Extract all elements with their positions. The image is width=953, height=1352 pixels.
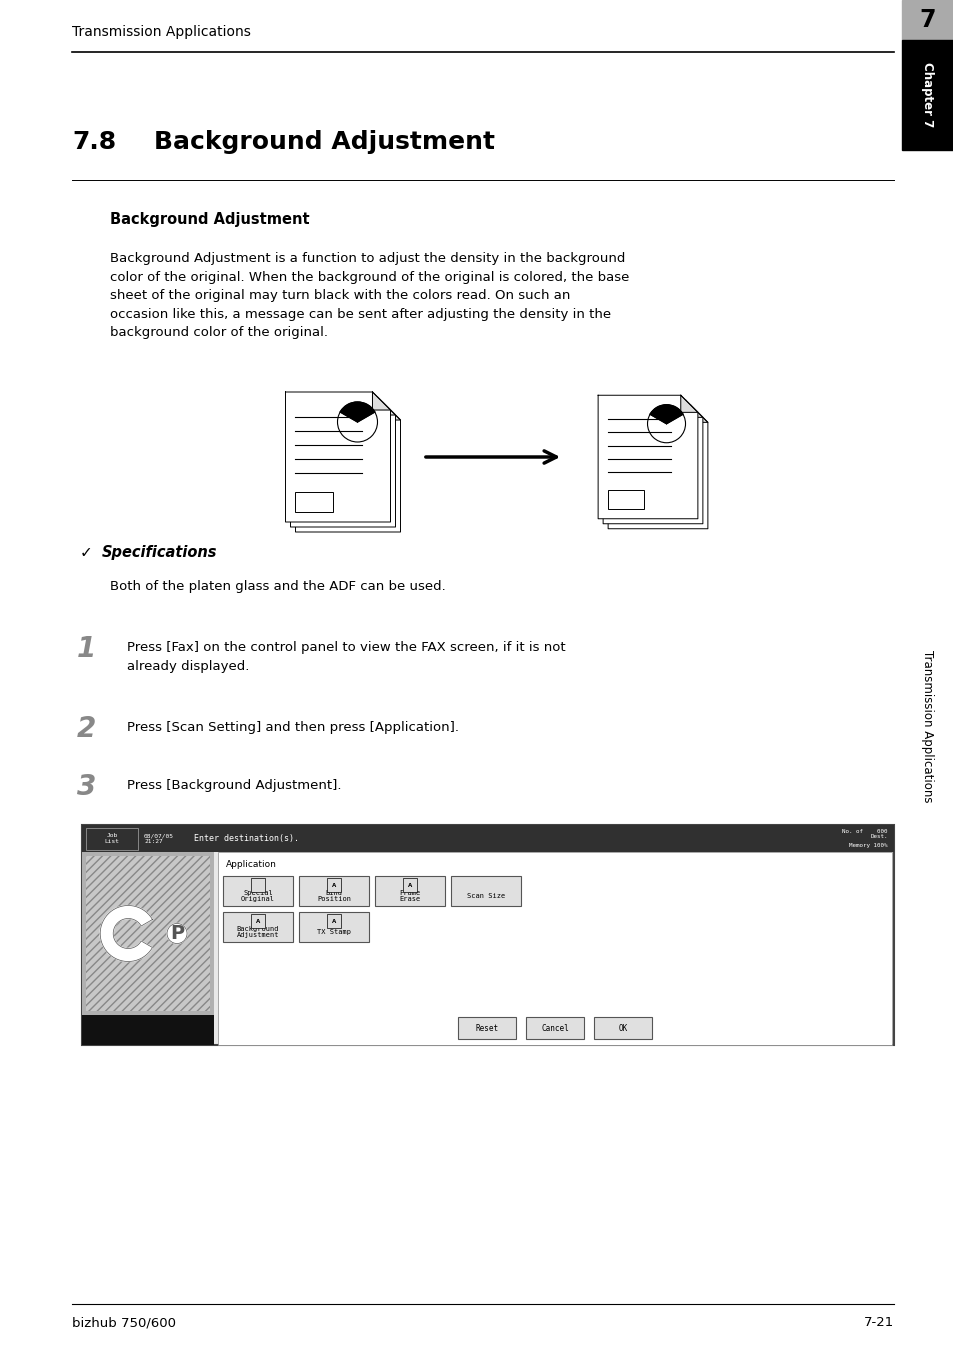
Text: Job
List: Job List xyxy=(105,833,119,844)
Bar xyxy=(607,491,643,510)
Text: OK: OK xyxy=(618,1023,627,1033)
Bar xyxy=(223,913,293,942)
Text: 7: 7 xyxy=(919,8,935,32)
Polygon shape xyxy=(607,406,707,529)
Text: Application: Application xyxy=(226,860,276,869)
Text: No. of    000
Dest.: No. of 000 Dest. xyxy=(841,829,887,840)
Bar xyxy=(295,492,334,512)
Text: A: A xyxy=(332,883,335,887)
Text: Specifications: Specifications xyxy=(102,545,217,560)
Wedge shape xyxy=(340,402,375,422)
Polygon shape xyxy=(680,395,698,412)
Polygon shape xyxy=(598,395,698,519)
Text: 2: 2 xyxy=(77,715,96,744)
Text: 08/07/05
21:27: 08/07/05 21:27 xyxy=(144,833,173,844)
Circle shape xyxy=(167,923,187,944)
Bar xyxy=(375,876,444,906)
Bar xyxy=(218,852,891,1045)
Text: 3: 3 xyxy=(77,773,96,800)
Bar xyxy=(594,1017,651,1038)
Text: Bind
Position: Bind Position xyxy=(316,890,351,902)
Polygon shape xyxy=(602,400,702,523)
Bar xyxy=(451,876,520,906)
Text: Transmission Applications: Transmission Applications xyxy=(921,650,934,802)
Text: Transmission Applications: Transmission Applications xyxy=(71,24,251,39)
Bar xyxy=(457,1017,516,1038)
Text: Background Adjustment: Background Adjustment xyxy=(110,212,310,227)
Polygon shape xyxy=(100,906,152,961)
Bar xyxy=(82,825,893,1045)
Text: A: A xyxy=(408,883,412,887)
Bar xyxy=(298,913,369,942)
Bar xyxy=(82,852,213,1015)
Text: Background
Adjustment: Background Adjustment xyxy=(236,926,279,938)
Bar xyxy=(223,876,293,906)
Polygon shape xyxy=(291,397,395,527)
Bar xyxy=(251,877,265,892)
Text: Frame
Erase: Frame Erase xyxy=(399,890,420,902)
Text: Background Adjustment: Background Adjustment xyxy=(153,130,495,154)
Bar xyxy=(298,876,369,906)
Polygon shape xyxy=(377,397,395,415)
Bar xyxy=(86,827,138,849)
Polygon shape xyxy=(690,406,707,422)
Polygon shape xyxy=(685,400,702,418)
Wedge shape xyxy=(649,404,682,423)
Text: A: A xyxy=(255,918,260,923)
Text: Cancel: Cancel xyxy=(540,1023,568,1033)
Polygon shape xyxy=(285,392,390,522)
Text: Press [Background Adjustment].: Press [Background Adjustment]. xyxy=(127,779,341,792)
Polygon shape xyxy=(295,402,400,531)
Text: 1: 1 xyxy=(77,635,96,662)
Bar xyxy=(901,41,953,150)
Text: Press [Scan Setting] and then press [Application].: Press [Scan Setting] and then press [App… xyxy=(127,721,458,734)
Bar xyxy=(251,914,265,927)
Text: TX Stamp: TX Stamp xyxy=(316,929,351,936)
Polygon shape xyxy=(372,392,390,410)
Text: bizhub 750/600: bizhub 750/600 xyxy=(71,1315,175,1329)
Text: P: P xyxy=(170,923,184,942)
Text: 7.8: 7.8 xyxy=(71,130,116,154)
Bar xyxy=(525,1017,583,1038)
Text: Enter destination(s).: Enter destination(s). xyxy=(193,834,298,844)
Bar xyxy=(901,0,953,41)
Text: Background Adjustment is a function to adjust the density in the background
colo: Background Adjustment is a function to a… xyxy=(110,251,629,339)
Bar xyxy=(402,877,416,892)
Bar xyxy=(86,856,210,1011)
Text: Press [Fax] on the control panel to view the FAX screen, if it is not
already di: Press [Fax] on the control panel to view… xyxy=(127,641,565,672)
Bar xyxy=(327,877,340,892)
Bar xyxy=(82,1015,213,1045)
Text: Special
Original: Special Original xyxy=(241,890,274,902)
Bar xyxy=(82,825,893,852)
Text: A: A xyxy=(332,918,335,923)
Text: ✓: ✓ xyxy=(80,545,92,560)
Text: Memory 100%: Memory 100% xyxy=(848,844,887,848)
Bar xyxy=(327,914,340,927)
Text: Reset: Reset xyxy=(475,1023,498,1033)
Text: Scan Size: Scan Size xyxy=(466,894,504,899)
Text: Both of the platen glass and the ADF can be used.: Both of the platen glass and the ADF can… xyxy=(110,580,445,594)
Polygon shape xyxy=(382,402,400,420)
Text: 7-21: 7-21 xyxy=(862,1315,893,1329)
Text: Chapter 7: Chapter 7 xyxy=(921,62,934,127)
